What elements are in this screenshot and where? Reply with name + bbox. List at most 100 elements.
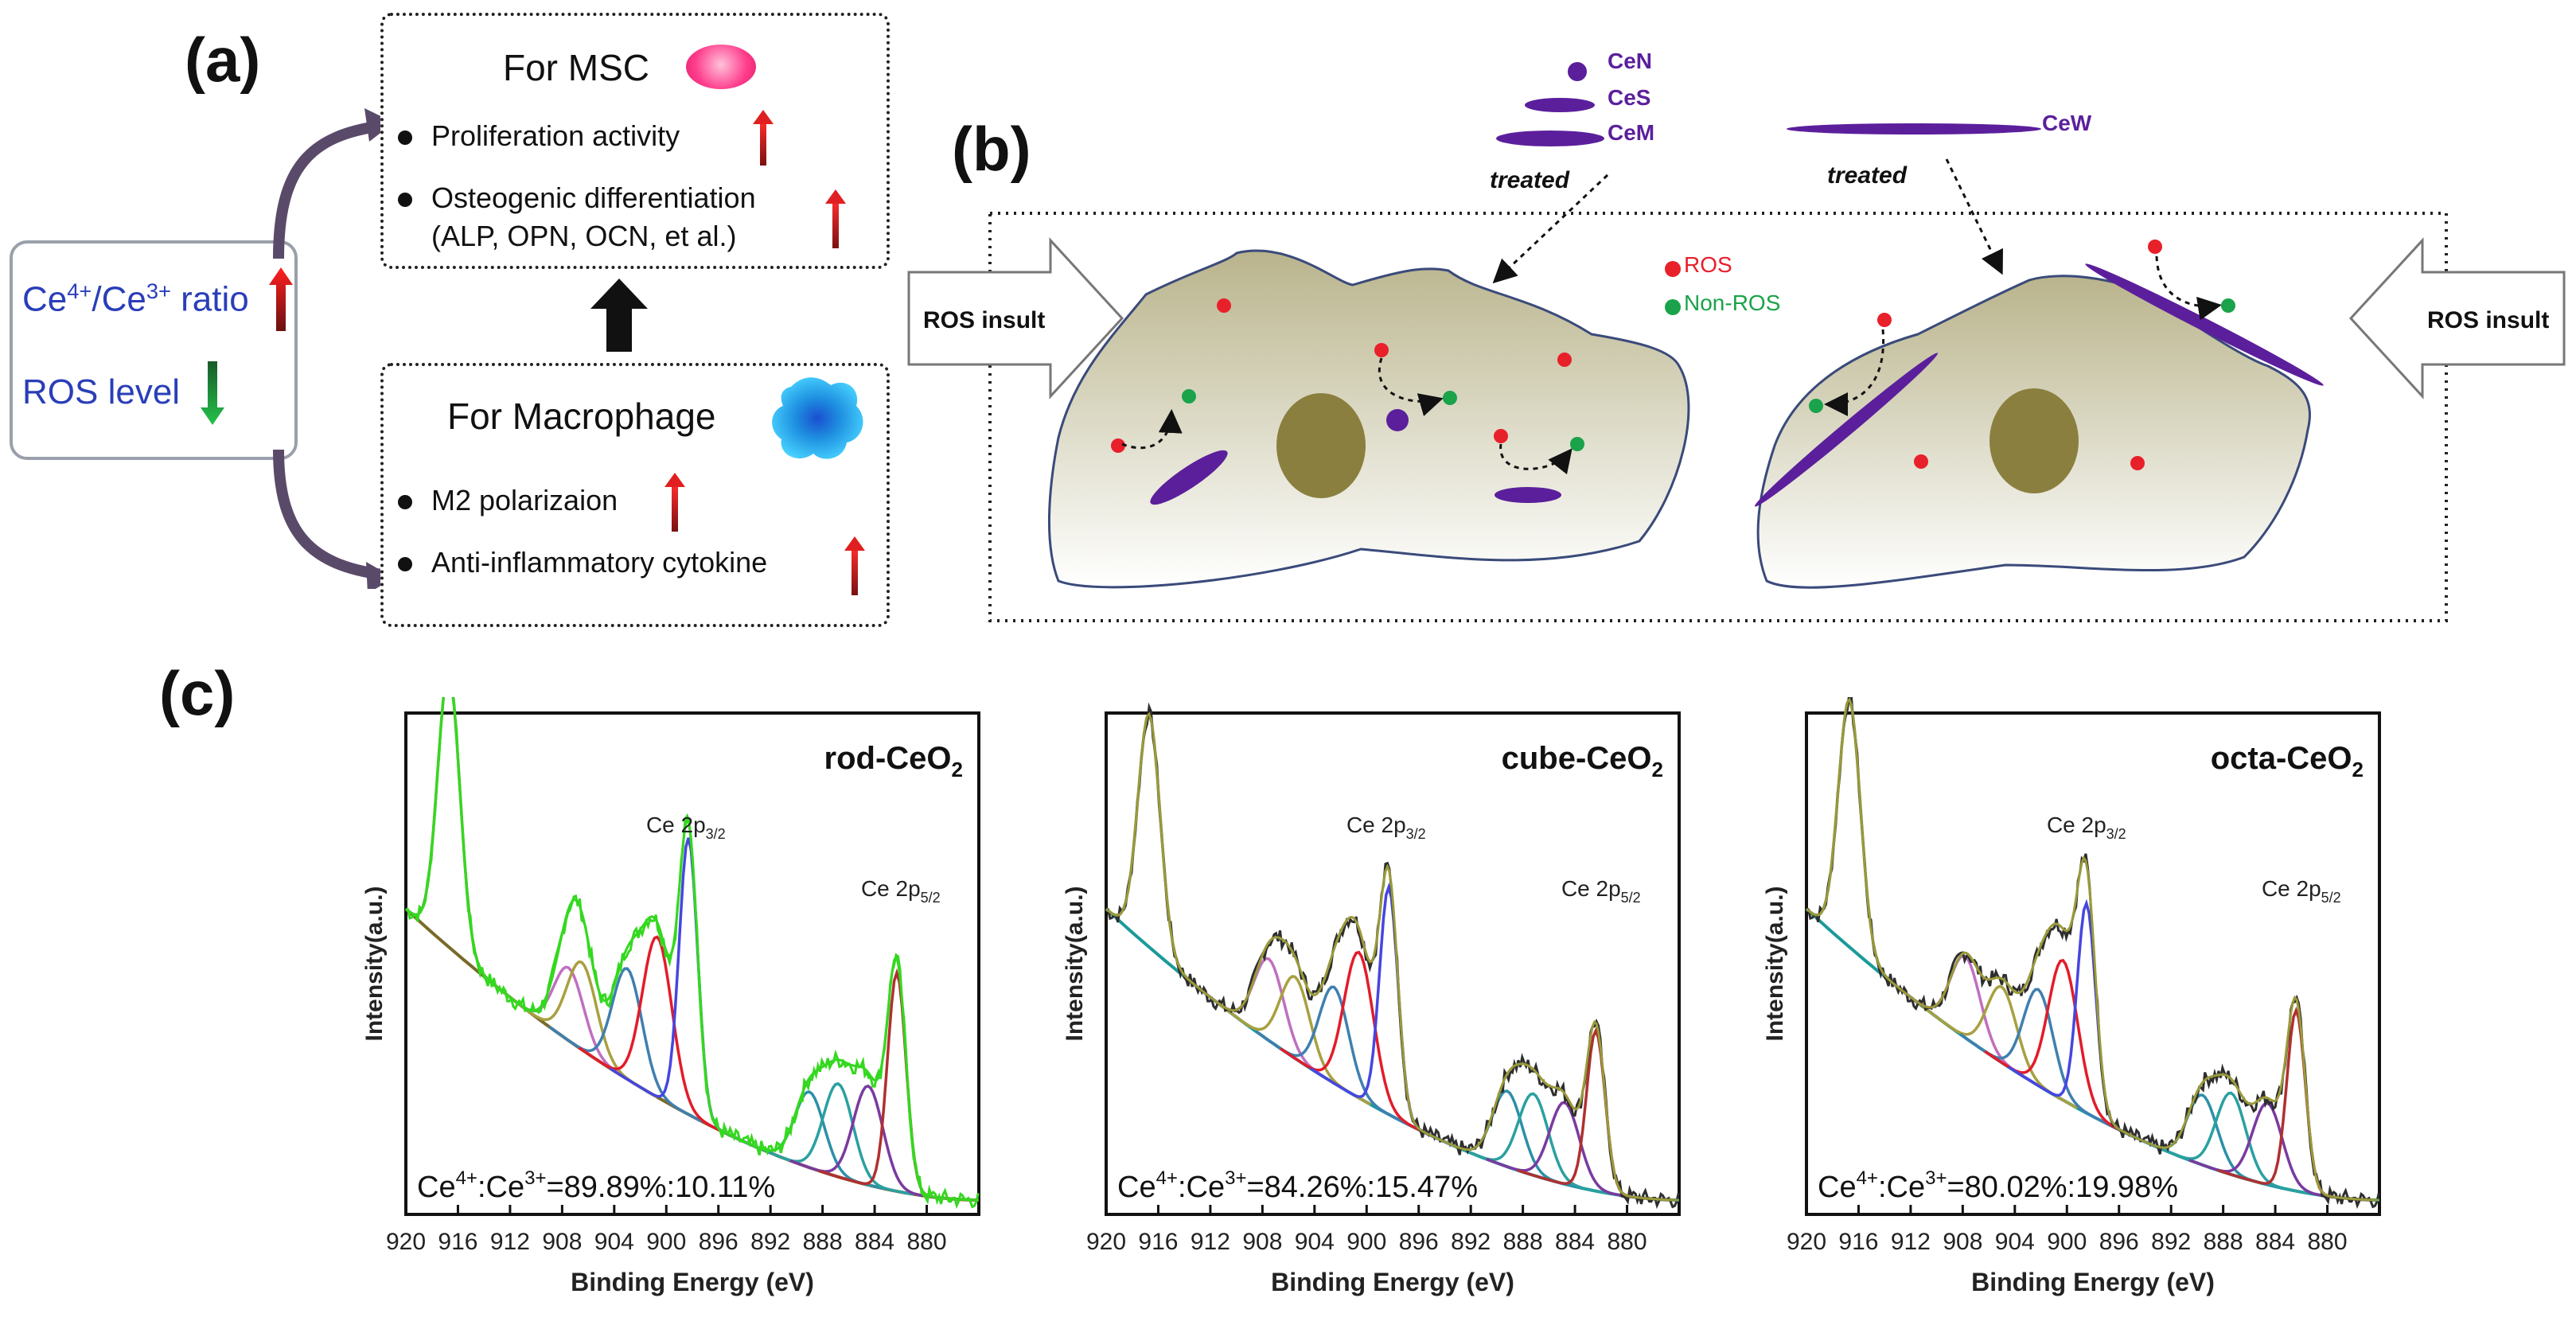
non-ros-dot [2221, 298, 2235, 313]
ratio-text: Ce4+:Ce3+=80.02%:19.98% [1818, 1167, 2178, 1204]
x-tick-label: 908 [1242, 1229, 1282, 1255]
y-axis-label: Intensity(a.u.) [1762, 886, 1788, 1041]
right-cell-nucleus [1989, 388, 2079, 493]
component-peak [2152, 1091, 2307, 1195]
ratio-summary-box: Ce4+/Ce3+ ratio ROS level [10, 240, 298, 460]
ratio-text: Ce4+:Ce3+=89.89%:10.11% [417, 1167, 775, 1204]
peak-label-3-2: Ce 2p3/2 [2047, 813, 2126, 842]
x-tick-label: 888 [1503, 1229, 1543, 1255]
x-tick-label: 880 [907, 1229, 947, 1255]
macrophage-box: For Macrophage M2 polarizaion Anti-infla… [380, 363, 890, 627]
treated-left: treated [1490, 167, 1570, 193]
x-tick-label: 900 [1346, 1229, 1386, 1255]
particle-cew [1787, 123, 2041, 134]
plot-frame [404, 711, 980, 1216]
ros-dot [2148, 240, 2162, 254]
component-peak [548, 967, 703, 1124]
x-tick-label: 920 [1787, 1229, 1826, 1255]
left-cell-nucleus [1276, 393, 1366, 498]
x-tick-label: 884 [855, 1229, 894, 1255]
panel-label-b: (b) [952, 114, 1031, 184]
msc-box: For MSC Proliferation activity Osteogeni… [380, 13, 890, 269]
fit-envelope [1105, 711, 1679, 1202]
panel-label-c: (c) [159, 658, 236, 728]
x-tick-label: 920 [386, 1229, 426, 1255]
x-axis-label: Binding Energy (eV) [1971, 1268, 2215, 1296]
x-tick-label: 896 [2099, 1229, 2139, 1255]
msc-item-markers: (ALP, OPN, OCN, et al.) [431, 220, 737, 252]
particle-ces [1525, 98, 1595, 112]
legend-non-ros-label: Non-ROS [1684, 290, 1780, 315]
component-peak [1454, 1092, 1609, 1195]
conversion-arrow [1121, 409, 1183, 450]
ros-dot [1914, 454, 1928, 469]
particle-cen [1568, 62, 1587, 81]
osteogenic-up-arrow-icon [825, 189, 846, 248]
down-arrow-icon [201, 361, 224, 425]
particle-cem [1496, 131, 1604, 146]
x-tick-label: 920 [1086, 1229, 1126, 1255]
left-cell-disk [1495, 487, 1561, 503]
label-ces: CeS [1608, 85, 1650, 110]
ros-insult-right-label: ROS insult [2427, 307, 2549, 333]
bullet-icon [398, 131, 412, 146]
x-axis-label: Binding Energy (eV) [1271, 1268, 1514, 1296]
peak-label-5-2: Ce 2p5/2 [861, 876, 941, 906]
peak-label-5-2: Ce 2p5/2 [1561, 876, 1641, 906]
chart-title: rod-CeO2 [824, 741, 963, 781]
xps-chart-cube: 920 916 912 908 904 900 896 892 888 884 880 Binding… [1062, 702, 1681, 1296]
x-tick-label: 916 [1838, 1229, 1878, 1255]
right-cell-wire-left [1754, 353, 1939, 507]
x-tick-label: 908 [542, 1229, 582, 1255]
chart-title: octa-CeO2 [2211, 741, 2364, 781]
treated-right: treated [1827, 162, 1908, 189]
legend-non-ros-dot [1665, 299, 1681, 315]
msc-cell-icon [686, 45, 756, 89]
x-tick-label: 884 [1555, 1229, 1595, 1255]
conversion-arrow [1499, 443, 1572, 475]
label-cen: CeN [1608, 49, 1652, 73]
left-cell-sphere [1386, 409, 1409, 431]
x-tick-label: 908 [1943, 1229, 1982, 1255]
macrophage-item-cytokine: Anti-inflammatory cytokine [398, 546, 767, 579]
chart-title: cube-CeO2 [1502, 741, 1663, 781]
component-peak [759, 1082, 914, 1196]
conversion-arrow [1824, 329, 1885, 416]
treated-left-arrow [1492, 173, 1609, 284]
black-up-arrow-icon [590, 279, 648, 352]
non-ros-dot [1182, 389, 1196, 403]
x-tick-label: 904 [594, 1229, 634, 1255]
x-tick-label: 912 [1891, 1229, 1931, 1255]
fit-envelope [405, 697, 979, 1202]
cytokine-up-arrow-icon [844, 536, 865, 595]
component-peak [789, 1084, 944, 1200]
ce-ratio-label: Ce4+/Ce3+ ratio [22, 279, 249, 319]
y-axis-label: Intensity(a.u.) [1062, 886, 1088, 1041]
ratio-text: Ce4+:Ce3+=84.26%:15.47% [1117, 1167, 1478, 1204]
legend-ros-label: ROS [1684, 252, 1732, 277]
xps-chart-octa: 920 916 912 908 904 900 896 892 888 884 880 Binding… [1762, 697, 2381, 1296]
x-tick-label: 896 [1399, 1229, 1439, 1255]
m2-up-arrow-icon [664, 473, 685, 532]
x-tick-label: 880 [1608, 1229, 1647, 1255]
label-cew: CeW [2042, 111, 2092, 135]
x-tick-label: 888 [2204, 1229, 2243, 1255]
macrophage-cell-icon [772, 377, 863, 459]
non-ros-dot [1443, 391, 1457, 405]
x-tick-label: 900 [2047, 1229, 2087, 1255]
component-peak [1280, 950, 1436, 1139]
xps-chart-rod: 920 916 912 908 904 900 896 892 888 884 880 Binding… [361, 697, 980, 1296]
msc-item-osteogenic: Osteogenic differentiation [398, 181, 756, 215]
ros-dot [2130, 456, 2145, 470]
component-peak [578, 935, 734, 1138]
peak-label-5-2: Ce 2p5/2 [2262, 876, 2341, 906]
up-arrow-icon [269, 267, 293, 331]
x-tick-label: 912 [1191, 1229, 1230, 1255]
x-tick-label: 916 [438, 1229, 477, 1255]
proliferation-up-arrow-icon [753, 110, 774, 166]
left-cell-rod [1150, 450, 1228, 505]
x-tick-label: 900 [646, 1229, 686, 1255]
bullet-icon [398, 495, 412, 510]
msc-box-title: For MSC [503, 47, 649, 88]
x-tick-label: 892 [2151, 1229, 2191, 1255]
